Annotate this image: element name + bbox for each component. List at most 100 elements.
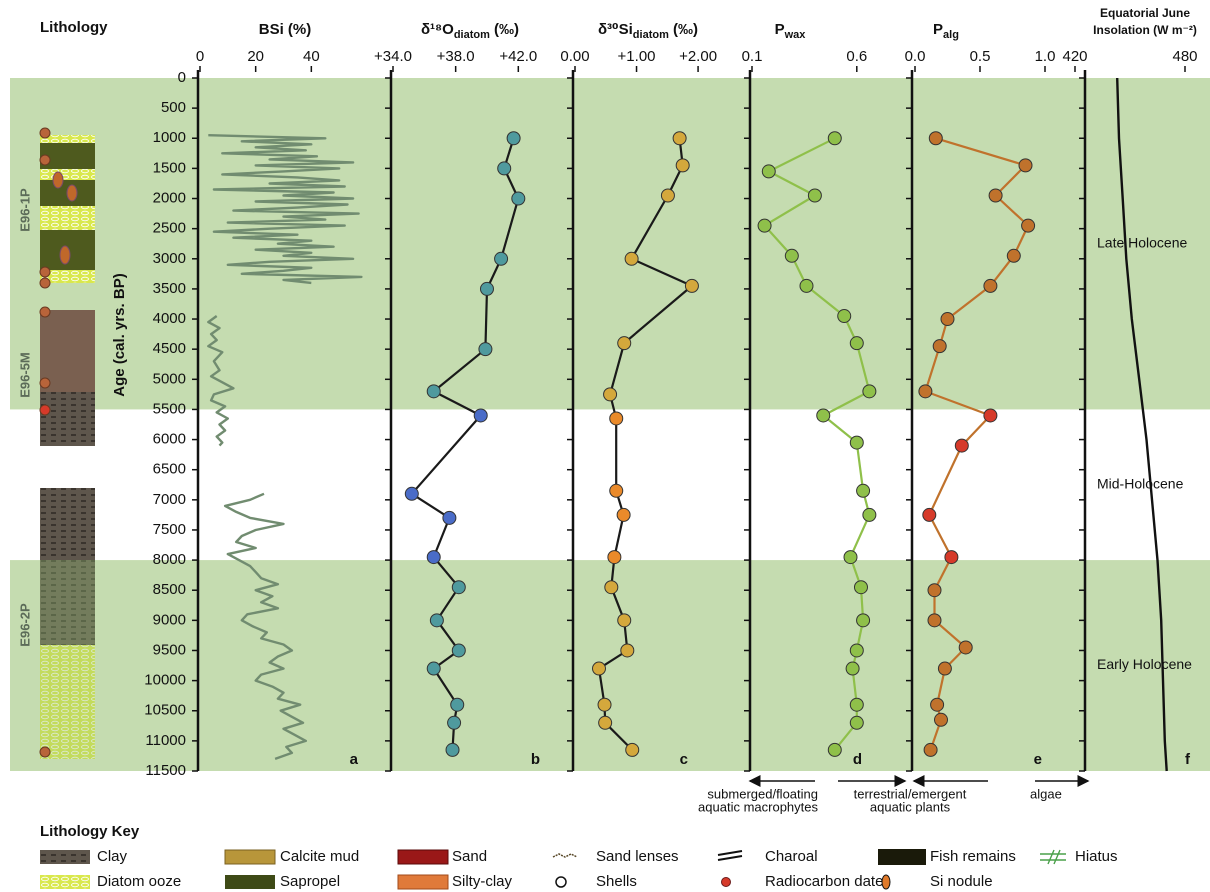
- data-point: [844, 551, 857, 564]
- x-tick-label: +42.0: [499, 48, 537, 65]
- panel-title: Pwax: [775, 21, 807, 41]
- y-tick-label: 3500: [153, 280, 186, 297]
- data-point: [451, 698, 464, 711]
- core-label: E96-2P: [17, 603, 32, 647]
- data-point: [598, 698, 611, 711]
- title-main: δ¹⁸O: [421, 21, 454, 38]
- key-swatch: [398, 875, 448, 889]
- data-point: [593, 662, 606, 675]
- data-point: [758, 219, 771, 232]
- data-point: [863, 508, 876, 521]
- title-subscript: diatom: [633, 29, 669, 41]
- key-label: Radiocarbon date: [765, 873, 883, 890]
- data-point: [605, 581, 618, 594]
- x-tick-label: +38.0: [437, 48, 475, 65]
- radiocarbon-date: [40, 378, 50, 388]
- data-point: [929, 132, 942, 145]
- data-point: [427, 551, 440, 564]
- data-point: [935, 713, 948, 726]
- radiocarbon-date: [40, 155, 50, 165]
- key-swatch: [718, 851, 742, 860]
- panel-letter: a: [350, 751, 359, 768]
- zone-label: Early Holocene: [1097, 656, 1192, 672]
- data-point: [610, 412, 623, 425]
- key-label: Calcite mud: [280, 848, 359, 865]
- panel-title: BSi (%): [259, 21, 312, 38]
- data-point: [479, 343, 492, 356]
- data-point: [1007, 249, 1020, 262]
- key-label: Sand: [452, 848, 487, 865]
- zone-label: Late Holocene: [1097, 234, 1188, 250]
- data-point: [928, 584, 941, 597]
- zone-label: Mid-Holocene: [1097, 475, 1184, 491]
- y-tick-label: 5500: [153, 400, 186, 417]
- data-point: [443, 511, 456, 524]
- data-point: [808, 189, 821, 202]
- x-tick-label: +34.0: [374, 48, 412, 65]
- key-swatch: [882, 875, 890, 889]
- background-layer: [10, 78, 1210, 771]
- panel-title: Insolation (W m⁻²): [1093, 23, 1197, 37]
- title-subscript: diatom: [454, 29, 490, 41]
- key-label: Clay: [97, 848, 128, 865]
- data-point: [474, 409, 487, 422]
- title-unit: (‰): [490, 21, 519, 38]
- core-label: E96-1P: [17, 188, 32, 232]
- key-swatch: [225, 850, 275, 864]
- data-point: [480, 282, 493, 295]
- clay-layer: [40, 392, 95, 446]
- data-point: [507, 132, 520, 145]
- y-axis-title: Age (cal. yrs. BP): [111, 273, 128, 396]
- arrow-label: algae: [1030, 786, 1062, 801]
- y-tick-label: 1500: [153, 159, 186, 176]
- key-label: Diatom ooze: [97, 873, 181, 890]
- arrow-label: aquatic macrophytes: [698, 799, 818, 814]
- x-tick-label: 0.00: [560, 48, 589, 65]
- key-label: Si nodule: [930, 873, 993, 890]
- y-tick-label: 7000: [153, 491, 186, 508]
- key-label: Sand lenses: [596, 848, 679, 865]
- y-tick-label: 4000: [153, 310, 186, 327]
- data-point: [955, 439, 968, 452]
- data-point: [599, 716, 612, 729]
- data-point: [625, 252, 638, 265]
- x-tick-label: 0.5: [970, 48, 991, 65]
- key-swatch: [553, 854, 577, 857]
- key-swatch: [40, 875, 90, 889]
- x-tick-label: 0.1: [742, 48, 763, 65]
- title-subscript: alg: [943, 29, 959, 41]
- data-point: [846, 662, 859, 675]
- data-point: [923, 508, 936, 521]
- y-tick-label: 10000: [144, 672, 186, 689]
- y-tick-label: 11000: [145, 732, 186, 749]
- radiocarbon-date: [40, 128, 50, 138]
- data-point: [984, 279, 997, 292]
- data-point: [498, 162, 511, 175]
- key-swatch: [556, 877, 566, 887]
- key-label: Sapropel: [280, 873, 340, 890]
- x-tick-label: 0.0: [905, 48, 926, 65]
- x-tick-label: 20: [247, 48, 264, 65]
- y-tick-label: 4500: [153, 340, 186, 357]
- lithology-title: Lithology: [40, 19, 108, 36]
- panel-title: Equatorial June: [1100, 6, 1190, 20]
- radiocarbon-date: [40, 747, 50, 757]
- data-point: [604, 388, 617, 401]
- y-tick-label: 9000: [153, 611, 186, 628]
- panel-title: δ³⁰Sidiatom (‰): [598, 21, 698, 41]
- x-tick-label: 40: [303, 48, 320, 65]
- data-point: [626, 743, 639, 756]
- data-point: [685, 279, 698, 292]
- key-label: Hiatus: [1075, 848, 1118, 865]
- data-point: [610, 484, 623, 497]
- panel-letter: e: [1034, 751, 1042, 768]
- data-point: [446, 743, 459, 756]
- key-label: Fish remains: [930, 848, 1016, 865]
- y-tick-label: 8500: [153, 581, 186, 598]
- arrow-label: aquatic plants: [870, 799, 951, 814]
- page: {"lithology_title": "Lithology", "cores"…: [0, 0, 1210, 892]
- x-tick-label: +1.00: [618, 48, 656, 65]
- data-point: [608, 551, 621, 564]
- title-unit: (‰): [669, 21, 698, 38]
- y-tick-label: 3000: [153, 250, 186, 267]
